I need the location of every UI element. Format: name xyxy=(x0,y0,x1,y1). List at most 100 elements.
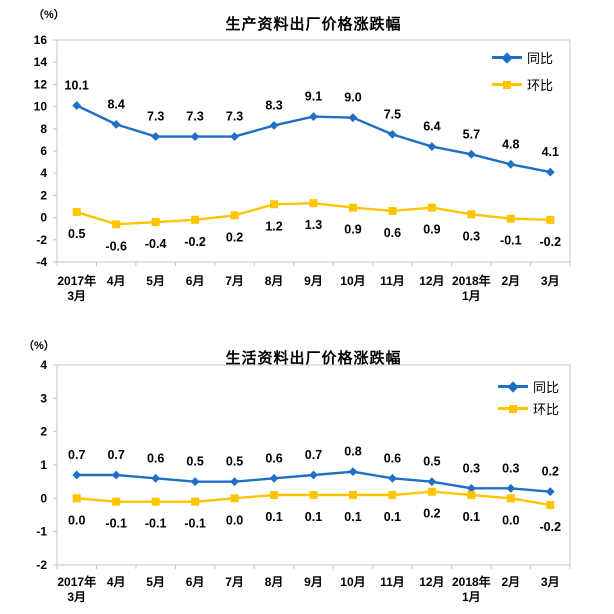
y-axis-unit-label: （%） xyxy=(23,340,55,352)
square-marker-icon xyxy=(72,494,81,503)
data-label: -0.6 xyxy=(105,239,127,253)
x-axis-tick-label: 3月 xyxy=(67,590,86,604)
legend-item-mom: 环比 xyxy=(492,76,553,93)
yoy-line-diamond-swatch-icon xyxy=(498,378,528,395)
y-axis-tick-label: 12 xyxy=(34,77,48,91)
square-marker-icon xyxy=(388,491,397,499)
x-axis-tick-label: 9月 xyxy=(304,575,323,589)
x-axis-tick-label: 11月 xyxy=(380,274,405,288)
data-label: -0.2 xyxy=(539,235,561,249)
square-marker-icon xyxy=(309,199,318,208)
diamond-marker-icon xyxy=(466,149,476,159)
x-axis-tick-label: 5月 xyxy=(146,575,165,589)
y-axis-tick-label: 14 xyxy=(34,55,48,69)
y-axis: 4 3 2 1 0 -1 -2 xyxy=(36,358,57,572)
square-marker-icon xyxy=(506,214,515,223)
legend-label-yoy: 同比 xyxy=(527,51,554,66)
square-marker-icon xyxy=(348,203,357,212)
y-axis-tick-label: -4 xyxy=(36,255,47,269)
diamond-marker-icon xyxy=(309,470,318,480)
data-label: 0.0 xyxy=(68,513,85,527)
x-axis-tick-label: 2017年 xyxy=(57,574,96,589)
y-axis-tick-label: 16 xyxy=(34,33,48,47)
square-marker-icon xyxy=(230,494,239,503)
producer-goods-chart-title: 生产资料出厂价格涨跌幅 xyxy=(225,16,402,33)
x-axis-tick-label: 9月 xyxy=(304,274,323,288)
data-label: 0.1 xyxy=(384,510,401,524)
legend-label-mom: 环比 xyxy=(533,402,560,417)
series-yoy: 10.1 8.4 7.3 7.3 7.3 8.3 9.1 9.0 7.5 6.4 5.7 4.8 4.1 xyxy=(65,78,559,177)
x-axis-tick-label: 1月 xyxy=(462,289,481,303)
square-marker-icon xyxy=(467,210,476,219)
data-label: -0.1 xyxy=(500,234,522,248)
diamond-marker-icon xyxy=(427,477,437,487)
x-axis-tick-label: 12月 xyxy=(419,575,444,589)
diamond-marker-icon xyxy=(151,473,161,483)
data-label: -0.1 xyxy=(184,517,206,531)
diamond-marker-icon xyxy=(348,113,358,123)
diamond-marker-icon xyxy=(388,129,397,139)
data-label: 0.7 xyxy=(305,448,322,462)
x-axis-tick-label: 4月 xyxy=(107,274,126,288)
square-marker-icon xyxy=(309,491,318,499)
data-label: 10.1 xyxy=(65,78,89,92)
diamond-marker-icon xyxy=(190,132,200,141)
x-axis-tick-label: 10月 xyxy=(340,575,365,589)
y-axis: 16 14 12 10 8 6 4 2 0 -2 -4 xyxy=(34,33,57,269)
data-label: 0.1 xyxy=(305,510,322,524)
square-marker-icon xyxy=(467,491,476,499)
data-label: 7.3 xyxy=(186,110,203,124)
diamond-marker-icon xyxy=(230,477,239,487)
y-axis-tick-label: 3 xyxy=(40,391,47,405)
diamond-marker-icon xyxy=(72,470,82,480)
data-label: -0.1 xyxy=(105,517,127,531)
legend-label-mom: 环比 xyxy=(527,78,554,93)
y-axis-tick-label: -1 xyxy=(36,525,47,539)
square-marker-icon xyxy=(270,200,279,209)
data-label: 4.8 xyxy=(502,137,519,151)
x-axis-tick-label: 6月 xyxy=(186,274,205,288)
square-marker-icon xyxy=(546,501,555,509)
square-marker-icon xyxy=(388,206,397,215)
yoy-line-diamond-swatch-icon xyxy=(492,49,522,66)
data-label: 0.5 xyxy=(423,455,440,469)
x-axis-tick-label: 8月 xyxy=(265,575,284,589)
data-label: 0.0 xyxy=(502,513,519,527)
diamond-marker-icon xyxy=(190,477,200,487)
data-label: 0.5 xyxy=(226,455,243,469)
square-marker-icon xyxy=(112,220,121,229)
data-label: 0.7 xyxy=(68,448,85,462)
square-marker-icon xyxy=(427,487,436,496)
diamond-marker-icon xyxy=(545,487,555,497)
data-label: 4.1 xyxy=(542,145,559,159)
diamond-marker-icon xyxy=(506,483,516,493)
diamond-marker-icon xyxy=(230,132,239,141)
series-mom: 0.5 -0.6 -0.4 -0.2 0.2 1.2 1.3 0.9 0.6 0.9 0.3 -0.1… xyxy=(68,199,561,253)
legend: 同比 环比 xyxy=(498,378,559,422)
data-label: 0.3 xyxy=(463,461,480,475)
y-axis-tick-label: 6 xyxy=(40,144,47,158)
x-axis-tick-label: 3月 xyxy=(541,274,560,288)
y-axis-tick-label: 1 xyxy=(40,458,47,472)
data-label: 9.0 xyxy=(344,91,361,105)
data-label: 0.5 xyxy=(186,455,203,469)
data-label: 7.5 xyxy=(384,107,401,121)
square-marker-icon xyxy=(151,218,160,227)
y-axis-tick-label: -2 xyxy=(36,558,47,572)
data-label: 1.3 xyxy=(305,218,322,232)
data-label: 0.1 xyxy=(344,510,361,524)
square-marker-icon xyxy=(427,203,436,212)
data-label: 0.9 xyxy=(423,223,440,237)
data-label: -0.2 xyxy=(184,235,206,249)
data-label: 0.3 xyxy=(463,229,480,243)
data-label: -0.4 xyxy=(145,237,167,251)
data-label: 0.1 xyxy=(265,510,282,524)
data-label: -0.1 xyxy=(145,517,167,531)
diamond-marker-icon xyxy=(269,121,279,130)
diamond-marker-icon xyxy=(309,112,318,121)
data-label: 0.5 xyxy=(68,227,85,241)
legend-item-yoy: 同比 xyxy=(492,49,553,66)
